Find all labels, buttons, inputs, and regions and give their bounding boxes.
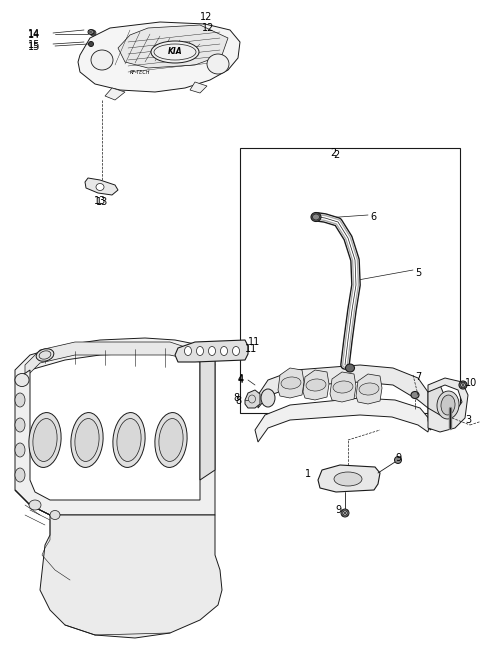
Ellipse shape (15, 443, 25, 457)
Ellipse shape (29, 500, 41, 510)
Ellipse shape (29, 413, 61, 468)
Text: RF-TECH: RF-TECH (130, 70, 150, 75)
Text: 13: 13 (94, 196, 106, 206)
Text: 10: 10 (465, 378, 477, 388)
Polygon shape (258, 365, 428, 408)
Text: 13: 13 (96, 197, 108, 207)
Ellipse shape (91, 31, 95, 35)
Ellipse shape (437, 391, 459, 419)
Text: 2: 2 (330, 148, 336, 158)
Ellipse shape (50, 510, 60, 520)
Ellipse shape (15, 468, 25, 482)
Text: 2: 2 (333, 150, 339, 160)
Ellipse shape (36, 349, 54, 361)
Ellipse shape (208, 346, 216, 356)
Text: 8: 8 (235, 396, 241, 406)
Ellipse shape (334, 472, 362, 486)
Ellipse shape (15, 393, 25, 407)
Ellipse shape (343, 510, 348, 516)
Ellipse shape (96, 184, 104, 190)
Polygon shape (318, 465, 380, 492)
Polygon shape (428, 378, 468, 432)
Ellipse shape (113, 413, 145, 468)
Text: 1: 1 (305, 469, 311, 479)
Ellipse shape (441, 395, 455, 415)
Ellipse shape (261, 389, 275, 407)
Text: 14: 14 (28, 29, 40, 39)
Ellipse shape (459, 381, 467, 389)
Text: 4: 4 (238, 374, 244, 384)
Ellipse shape (151, 41, 199, 63)
Polygon shape (15, 490, 222, 638)
Polygon shape (255, 398, 430, 442)
Text: 6: 6 (370, 212, 376, 222)
Ellipse shape (91, 50, 113, 70)
Ellipse shape (155, 413, 187, 468)
Ellipse shape (71, 413, 103, 468)
Text: 7: 7 (415, 372, 421, 382)
Ellipse shape (312, 214, 320, 220)
Ellipse shape (333, 381, 353, 393)
Polygon shape (428, 385, 445, 430)
Polygon shape (200, 355, 215, 480)
Polygon shape (303, 370, 329, 400)
Polygon shape (15, 338, 215, 380)
Polygon shape (245, 390, 260, 408)
Text: 9: 9 (335, 505, 341, 515)
Ellipse shape (33, 419, 57, 461)
Ellipse shape (232, 346, 240, 356)
Ellipse shape (460, 382, 466, 388)
Ellipse shape (311, 213, 321, 222)
Ellipse shape (88, 30, 94, 35)
Ellipse shape (306, 379, 326, 391)
Ellipse shape (346, 364, 355, 372)
Text: 5: 5 (415, 268, 421, 278)
Polygon shape (175, 340, 248, 362)
Ellipse shape (159, 419, 183, 461)
Ellipse shape (88, 41, 94, 47)
Ellipse shape (341, 509, 349, 517)
Polygon shape (356, 374, 382, 404)
Text: 12: 12 (200, 12, 212, 22)
Polygon shape (278, 368, 304, 398)
Ellipse shape (359, 383, 379, 395)
Text: 3: 3 (465, 415, 471, 425)
Ellipse shape (207, 54, 229, 74)
Ellipse shape (196, 346, 204, 356)
Ellipse shape (117, 419, 141, 461)
Polygon shape (330, 372, 356, 402)
Bar (240, 148, 460, 413)
Text: 9: 9 (395, 453, 401, 463)
Polygon shape (15, 360, 215, 515)
Ellipse shape (75, 419, 99, 461)
Polygon shape (78, 22, 240, 92)
Ellipse shape (220, 346, 228, 356)
Text: 11: 11 (245, 344, 257, 354)
Polygon shape (25, 342, 200, 378)
Ellipse shape (15, 418, 25, 432)
Ellipse shape (411, 392, 419, 398)
Ellipse shape (281, 377, 301, 389)
Text: 4: 4 (238, 375, 244, 385)
Text: 15: 15 (28, 40, 40, 50)
Text: 11: 11 (248, 337, 260, 347)
Polygon shape (118, 25, 228, 68)
Text: KIA: KIA (168, 47, 182, 56)
Text: 8: 8 (233, 393, 239, 403)
Ellipse shape (15, 373, 29, 386)
Polygon shape (105, 88, 125, 100)
Text: 15: 15 (28, 42, 40, 52)
Text: 14: 14 (28, 30, 40, 40)
Polygon shape (85, 178, 118, 195)
Text: 12: 12 (202, 23, 215, 33)
Ellipse shape (395, 457, 401, 464)
Ellipse shape (184, 346, 192, 356)
Polygon shape (190, 82, 207, 93)
Ellipse shape (90, 30, 96, 36)
